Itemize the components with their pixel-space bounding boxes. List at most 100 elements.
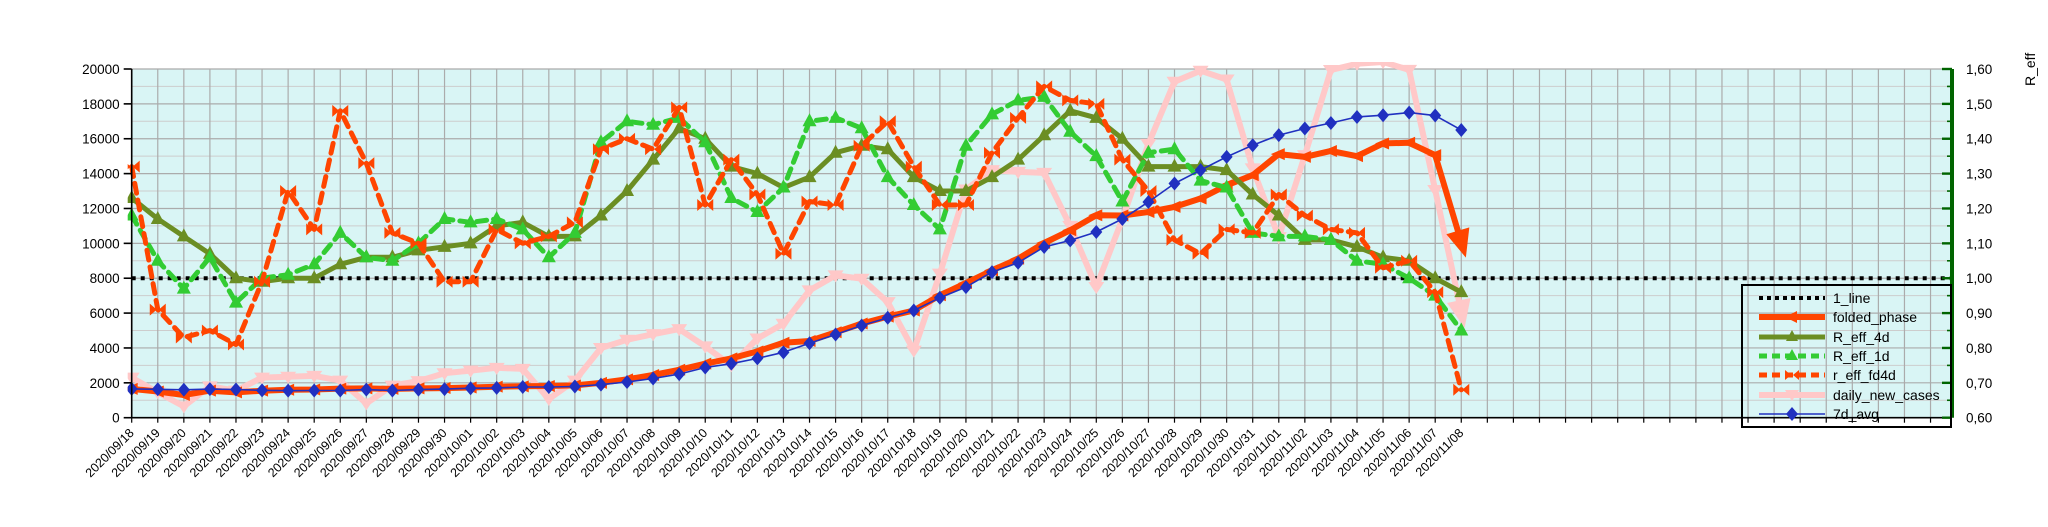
marker-triangle [1349, 238, 1364, 252]
marker-bowtie [1427, 286, 1444, 299]
marker-triangle [1245, 186, 1260, 200]
marker-arrow-left [1296, 150, 1311, 163]
marker-diamond [621, 374, 634, 389]
marker-bowtie [1375, 261, 1392, 274]
marker-arrow-down [436, 368, 453, 381]
marker-arrow-left [775, 336, 790, 349]
left-axis-label: 12000 [82, 201, 120, 216]
marker-triangle [333, 256, 348, 270]
marker-arrow-left [1427, 149, 1442, 162]
marker-triangle [802, 113, 817, 127]
marker-diamond [1350, 109, 1363, 124]
marker-triangle [985, 106, 1000, 120]
marker-triangle [1011, 151, 1026, 165]
marker-diamond [1168, 176, 1181, 191]
marker-diamond [1324, 116, 1337, 131]
legend-item-folded_phase: folded_phase [1757, 308, 1950, 327]
marker-bowtie [127, 160, 140, 173]
marker-bowtie [514, 237, 531, 250]
marker-diamond [386, 383, 399, 398]
marker-triangle [880, 169, 895, 183]
marker-bowtie [801, 195, 818, 208]
left-axis-label: 4000 [90, 341, 120, 356]
marker-bowtie [1010, 111, 1027, 124]
marker-arrow-left [1348, 150, 1363, 163]
marker-triangle [698, 134, 713, 148]
marker-bowtie [749, 188, 766, 201]
marker-arrow-down [749, 333, 766, 346]
marker-arrow-down [1401, 64, 1418, 77]
marker-arrow-down [905, 345, 922, 358]
marker-diamond [412, 382, 425, 397]
marker-bowtie [697, 198, 714, 211]
left-axis-label: 6000 [90, 306, 120, 321]
series-7d_avg [130, 111, 1463, 392]
marker-arrow-down [332, 375, 349, 388]
marker-triangle [593, 207, 608, 221]
marker-triangle [437, 238, 452, 252]
marker-diamond [803, 336, 816, 351]
marker-triangle [958, 183, 973, 197]
marker-diamond [256, 383, 269, 398]
marker-bowtie [1218, 223, 1235, 236]
right-axis-label: 1,30 [1966, 167, 1992, 182]
marker-diamond [881, 310, 894, 325]
marker-triangle [1454, 284, 1469, 298]
marker-triangle [1193, 172, 1208, 186]
marker-diamond [855, 318, 868, 333]
marker-arrow-down [410, 376, 427, 389]
marker-diamond [1403, 105, 1416, 120]
right-axis-label: 1,10 [1966, 236, 1992, 251]
marker-diamond [308, 383, 321, 398]
marker-arrow-left [1140, 205, 1155, 218]
left-axis-label: 0 [112, 411, 120, 426]
marker-triangle [1219, 162, 1234, 176]
legend-sample-7d_avg [1759, 407, 1825, 422]
marker-bowtie [984, 146, 1001, 159]
right-axis-label: 1,20 [1966, 201, 1992, 216]
marker-arrow-down [1427, 184, 1444, 197]
left-axis-label: 16000 [82, 132, 120, 147]
legend-item-7d_avg: 7d_avg [1757, 405, 1950, 424]
marker-bowtie [1036, 80, 1053, 93]
marker-bowtie [332, 104, 349, 117]
marker-triangle [567, 224, 582, 238]
legend-item-R_eff_4d: R_eff_4d [1757, 327, 1950, 346]
marker-diamond [933, 290, 946, 305]
marker-diamond [360, 382, 373, 397]
legend-sample-daily_new_cases [1759, 389, 1825, 401]
marker-diamond [1038, 240, 1051, 255]
marker-diamond [751, 351, 764, 366]
marker-triangle [202, 249, 217, 263]
marker-triangle [1141, 158, 1156, 172]
legend-label: 7d_avg [1833, 406, 1879, 423]
marker-triangle [228, 270, 243, 284]
marker-triangle [620, 113, 635, 127]
marker-bowtie [1192, 247, 1209, 260]
marker-diamond [438, 382, 451, 397]
marker-arrow-down [1218, 74, 1235, 87]
marker-bowtie [1244, 226, 1261, 239]
marker-arrow-left [1270, 148, 1285, 161]
left-axis-label: 18000 [82, 97, 120, 112]
series-R_eff_1d [129, 94, 1464, 333]
marker-triangle [1428, 270, 1443, 284]
marker-triangle [1271, 228, 1286, 242]
marker-bowtie [306, 223, 323, 236]
marker-triangle [750, 203, 765, 217]
marker-triangle [1167, 158, 1182, 172]
marker-diamond [959, 280, 972, 295]
marker-bowtie [410, 237, 427, 250]
marker-bowtie [723, 153, 740, 166]
legend-label: daily_new_cases [1833, 386, 1940, 403]
series-daily_new_cases [128, 62, 1465, 410]
marker-arrow-down [853, 273, 870, 286]
marker-diamond [1194, 163, 1207, 178]
marker-triangle [932, 221, 947, 235]
marker-diamond [1090, 225, 1103, 240]
legend-item-daily_new_cases: daily_new_cases [1757, 385, 1950, 404]
marker-arrow-down [1378, 62, 1388, 70]
marker-triangle [620, 183, 635, 197]
marker-triangle [750, 165, 765, 179]
marker-diamond [1220, 149, 1233, 164]
